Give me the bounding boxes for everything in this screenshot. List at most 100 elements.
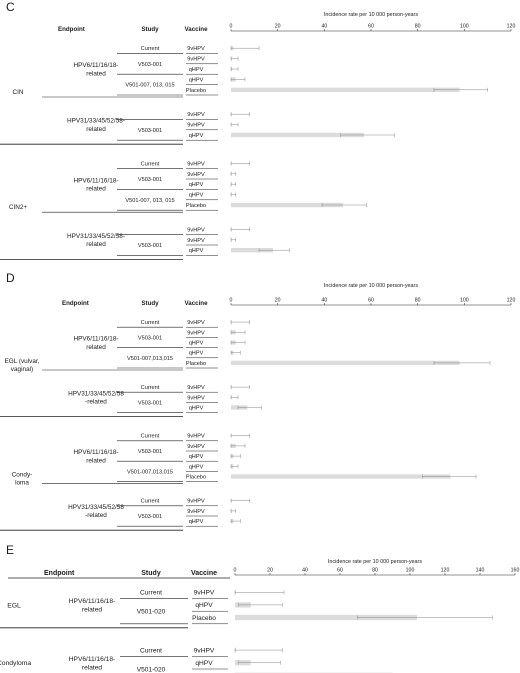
vaccine-label: qHPV xyxy=(189,248,204,254)
subgroup-label: related xyxy=(86,70,106,77)
vaccine-label: qHPV xyxy=(189,519,204,525)
study-label: V503-001 xyxy=(138,449,162,455)
incidence-bar xyxy=(231,202,343,208)
vaccine-label: Placebo xyxy=(186,361,206,367)
incidence-bar xyxy=(231,360,460,366)
vaccine-label: Placebo xyxy=(186,474,206,480)
vaccine-label: 9vHPV xyxy=(187,172,205,178)
axis-title: Incidence rate per 10 000 person-years xyxy=(324,12,418,18)
x-tick-label: 120 xyxy=(507,24,516,30)
subgroup-label: HPV6/11/16/18- xyxy=(74,62,119,69)
x-tick-label: 60 xyxy=(337,568,343,574)
vaccine-label: qHPV xyxy=(189,464,204,470)
x-tick-label: 40 xyxy=(302,568,308,574)
endpoint-label: Condyloma xyxy=(0,660,31,667)
subgroup-label: related xyxy=(86,126,106,133)
endpoint-label: EGL (vulvar, xyxy=(5,358,40,365)
study-label: V501-020 xyxy=(137,609,166,616)
study-label: V501-007,013,015 xyxy=(127,356,173,362)
vaccine-label: 9vHPV xyxy=(187,330,205,336)
subgroup-label: related xyxy=(82,664,102,671)
vaccine-label: Placebo xyxy=(186,88,206,94)
x-tick-label: 20 xyxy=(267,568,273,574)
header-endpoint: Endpoint xyxy=(62,300,89,307)
incidence-bar xyxy=(231,474,451,479)
study-label: V503-001 xyxy=(138,243,162,249)
vaccine-label: qHPV xyxy=(189,182,204,188)
panel-letter-C: C xyxy=(6,0,15,14)
x-tick-label: 0 xyxy=(230,24,233,30)
subgroup-label: HPV6/11/16/18- xyxy=(74,336,119,343)
x-tick-label: 100 xyxy=(460,298,469,304)
header-study: Study xyxy=(141,570,161,577)
x-tick-label: 60 xyxy=(368,298,374,304)
vaccine-label: qHPV xyxy=(189,67,204,73)
x-tick-label: 40 xyxy=(321,24,327,30)
vaccine-label: qHPV xyxy=(189,133,204,139)
x-tick-label: 100 xyxy=(406,568,415,574)
vaccine-label: 9vHPV xyxy=(187,385,205,391)
vaccine-label: qHPV xyxy=(189,77,204,83)
study-label: V503-001 xyxy=(138,400,162,406)
incidence-bar xyxy=(235,614,417,621)
vaccine-label: 9vHPV xyxy=(187,444,205,450)
header-endpoint: Endpoint xyxy=(58,26,85,33)
vaccine-label: Placebo xyxy=(192,615,216,622)
study-label: Current xyxy=(141,320,160,326)
vaccine-label: 9vHPV xyxy=(187,320,205,326)
axis-title: Incidence rate per 10 000 person-years xyxy=(328,559,422,565)
subgroup-label: HPV31/33/45/52/58- xyxy=(67,233,125,240)
vaccine-label: 9vHPV xyxy=(187,227,205,233)
subgroup-label: HPV6/11/16/18- xyxy=(74,177,119,184)
subgroup-label: -related xyxy=(85,399,107,406)
study-label: Current xyxy=(141,499,160,505)
study-label: V501-007,013,015 xyxy=(127,469,173,475)
subgroup-label: HPV31/33/45/52/58 xyxy=(68,390,124,397)
subgroup-label: -related xyxy=(85,512,107,519)
x-tick-label: 20 xyxy=(275,24,281,30)
vaccine-label: qHPV xyxy=(189,193,204,199)
vaccine-label: 9vHPV xyxy=(194,590,215,597)
study-label: Current xyxy=(140,647,162,654)
study-label: Current xyxy=(140,590,162,597)
header-vaccine: Vaccine xyxy=(184,300,208,307)
header-endpoint: Endpoint xyxy=(44,570,75,577)
vaccine-label: 9vHPV xyxy=(187,395,205,401)
subgroup-label: related xyxy=(86,344,106,351)
vaccine-label: 9vHPV xyxy=(187,509,205,515)
study-label: Current xyxy=(141,161,160,167)
vaccine-label: 9vHPV xyxy=(187,238,205,244)
x-tick-label: 120 xyxy=(441,568,450,574)
x-tick-label: 60 xyxy=(368,24,374,30)
vaccine-label: Placebo xyxy=(186,203,206,209)
incidence-bar xyxy=(231,87,460,92)
subgroup-label: related xyxy=(86,457,106,464)
endpoint-label: vaginal) xyxy=(11,366,33,373)
x-tick-label: 160 xyxy=(511,568,520,574)
vaccine-label: 9vHPV xyxy=(187,57,205,63)
vaccine-label: 9vHPV xyxy=(187,161,205,167)
x-tick-label: 40 xyxy=(321,298,327,304)
study-label: Current xyxy=(141,46,160,52)
study-label: V503-001 xyxy=(138,177,162,183)
subgroup-label: HPV6/11/16/18- xyxy=(69,598,115,605)
x-tick-label: 80 xyxy=(415,298,421,304)
header-vaccine: Vaccine xyxy=(184,26,208,33)
x-tick-label: 140 xyxy=(476,568,485,574)
endpoint-label: CIN2+ xyxy=(9,204,28,211)
subgroup-label: HPV6/11/16/18- xyxy=(74,449,119,456)
study-label: V501-020 xyxy=(137,666,166,673)
x-tick-label: 80 xyxy=(372,568,378,574)
study-label: Current xyxy=(141,385,160,391)
study-label: V501-007, 013, 015 xyxy=(125,198,174,204)
endpoint-label: EGL xyxy=(7,602,21,609)
vaccine-label: 9vHPV xyxy=(187,434,205,440)
panel-letter-D: D xyxy=(6,271,15,285)
header-study: Study xyxy=(141,26,159,33)
vaccine-label: qHPV xyxy=(195,660,213,667)
subgroup-label: related xyxy=(86,186,106,193)
study-label: V503-001 xyxy=(138,335,162,341)
x-tick-label: 120 xyxy=(507,298,516,304)
vaccine-label: qHPV xyxy=(189,351,204,357)
